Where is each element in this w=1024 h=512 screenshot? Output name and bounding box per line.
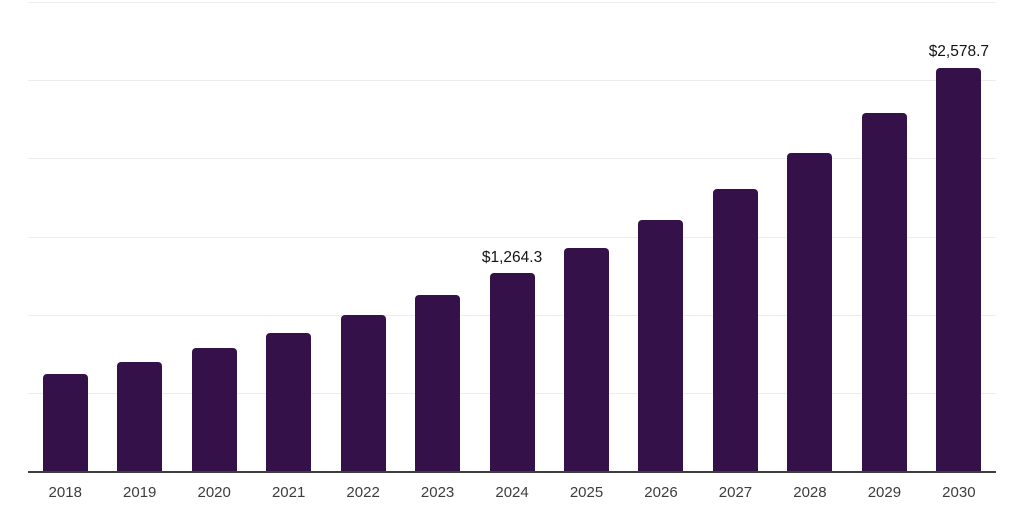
x-tick-label-2029: 2029 <box>867 484 902 501</box>
bar-slot-2020 <box>177 2 251 471</box>
bar-slot-2029 <box>847 2 921 471</box>
bar-2030 <box>936 67 982 471</box>
x-tick-label-2028: 2028 <box>793 484 827 501</box>
bar-value-label-2024: $1,264.3 <box>481 248 543 266</box>
x-tick-label-2021: 2021 <box>271 484 306 501</box>
x-tick-label-2020: 2020 <box>197 484 231 501</box>
gridline-3000 <box>28 2 996 3</box>
bar-slot-2022 <box>326 2 400 471</box>
bar-2029 <box>861 113 907 471</box>
gridline-2500 <box>28 80 996 82</box>
bar-slot-2030: $2,578.7 <box>922 2 996 471</box>
x-tick-label-2018: 2018 <box>48 484 82 501</box>
bar-slot-2027 <box>698 2 772 471</box>
bar-2023 <box>415 295 461 471</box>
x-tick-label-2022: 2022 <box>346 484 380 501</box>
x-tick-label-2027: 2027 <box>718 484 753 501</box>
gridline-1500 <box>28 236 996 238</box>
bar-2021 <box>266 332 312 471</box>
bar-slot-2023 <box>400 2 474 471</box>
bars-row: $1,264.3 $2,578.7 <box>28 2 996 471</box>
x-tick-label-2025: 2025 <box>569 484 604 501</box>
bar-slot-2019 <box>102 2 176 471</box>
plot-area: $1,264.3 $2,578.7 <box>28 2 996 473</box>
x-tick-label-2019: 2019 <box>123 484 157 501</box>
x-tick-label-2030: 2030 <box>942 484 976 501</box>
bar-slot-2025 <box>549 2 623 471</box>
bar-slot-2018 <box>28 2 102 471</box>
bar-slot-2021 <box>251 2 325 471</box>
x-tick-label-2023: 2023 <box>420 484 455 501</box>
bar-2026 <box>638 220 684 471</box>
bar-value-label-2030: $2,578.7 <box>928 43 990 61</box>
bar-2027 <box>712 188 758 471</box>
bar-2028 <box>787 153 833 471</box>
bar-slot-2026 <box>624 2 698 471</box>
bar-2024 <box>489 273 535 471</box>
bar-2025 <box>564 248 610 471</box>
bar-2022 <box>340 315 386 471</box>
gridline-2000 <box>28 158 996 160</box>
bar-slot-2028 <box>773 2 847 471</box>
bar-slot-2024: $1,264.3 <box>475 2 549 471</box>
x-tick-label-2026: 2026 <box>644 484 678 501</box>
bar-2020 <box>191 348 237 471</box>
bar-2019 <box>117 361 163 471</box>
x-axis-labels: 2018 2019 2020 2021 2022 2023 2024 2025 2026 2027… <box>28 484 996 501</box>
x-tick-label-2024: 2024 <box>495 484 529 501</box>
bar-2018 <box>42 374 88 471</box>
